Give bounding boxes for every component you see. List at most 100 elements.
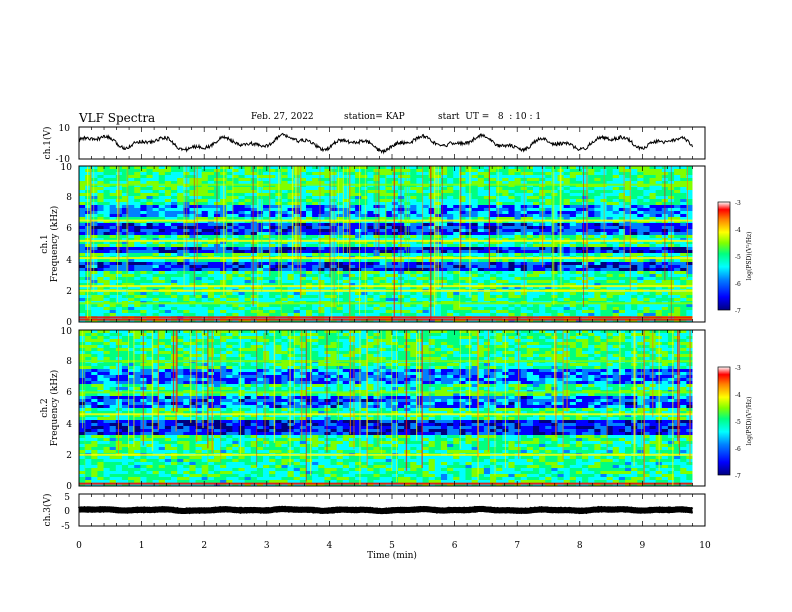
spectrogram-cell [385,304,393,308]
spectrogram-cell [686,223,693,227]
spectrogram-cell [305,307,313,311]
spectrogram-cell [269,223,276,227]
spectrogram-cell [348,262,356,266]
spectrogram-cell [453,169,460,173]
spectrogram-cell [465,190,473,194]
spectrogram-cell [158,262,166,266]
spectrogram-cell [643,235,650,239]
spectrogram-cell [471,208,479,212]
spectrogram-cell [471,211,479,215]
spectrogram-cell [287,217,295,221]
spectrogram-cell [661,286,669,290]
spectrogram-cell [140,202,147,206]
spectrogram-cell [299,232,307,236]
spectrogram-cell [477,265,485,269]
spectrogram-cell [269,277,276,281]
spectrogram-cell [631,190,638,194]
spectrogram-cell [324,295,331,299]
spectrogram-cell [649,217,657,221]
spectrogram-cell [171,199,178,203]
spectrogram-cell [563,277,571,281]
spectrogram-cell [336,310,344,314]
spectrogram-cell [177,262,184,266]
spectrogram-cell [336,280,344,284]
spectrogram-cell [618,280,626,284]
spectrogram-cell [355,238,362,242]
spectrogram-cell [373,280,380,284]
spectrogram-cell [631,199,638,203]
spectrogram-cell [440,265,448,269]
spectrogram-cell [189,262,196,266]
spectrogram-cell [582,298,589,302]
spectrogram-cell [490,205,497,209]
spectrogram-cell [379,310,387,314]
spectrogram-cell [146,250,154,254]
spectrogram-cell [85,205,92,209]
spectrogram-cell [158,292,166,296]
spectrogram-cell [238,271,246,275]
spectrogram-cell [109,220,117,224]
spectrogram-cell [226,214,233,218]
spectrogram-cell [201,304,209,308]
spectrogram-cell [502,247,509,251]
spectrogram-cell [385,262,393,266]
spectrogram-cell [600,265,607,269]
spectrogram-cell [305,247,313,251]
spectrogram-cell [226,298,233,302]
spectrogram-cell [330,196,338,200]
spectrogram-cell [324,172,331,176]
spectrogram-cell [686,292,693,296]
spectrogram-cell [643,268,650,272]
spectrogram-cell [177,268,184,272]
spectrogram-cell [416,190,423,194]
spectrogram-cell [532,187,540,191]
spectrogram-cell [563,205,571,209]
spectrogram-cell [177,250,184,254]
spectrogram-cell [416,307,423,311]
spectrogram-cell [195,280,203,284]
spectrogram-cell [152,244,160,248]
spectrogram-cell [250,304,258,308]
spectrogram-cell [348,199,356,203]
spectrogram-cell [631,271,638,275]
spectrogram-cell [545,226,552,230]
spectrogram-cell [680,190,687,194]
spectrogram-cell [545,304,552,308]
spectrogram-cell [281,181,288,185]
spectrogram-cell [305,271,313,275]
spectrogram-cell [158,196,166,200]
spectrogram-cell [588,259,595,263]
spectrogram-cell [514,271,522,275]
spectrogram-cell [490,304,497,308]
spectrogram-cell [686,241,693,245]
spectrogram-cell [631,283,638,287]
spectrogram-cell [171,295,178,299]
spectrogram-cell [213,274,221,278]
spectrogram-cell [373,196,380,200]
spectrogram-cell [471,235,479,239]
spectrogram-cell [171,166,178,170]
spectrogram-cell [526,265,534,269]
spectrogram-cell [97,286,104,290]
spectrogram-cell [655,298,663,302]
spectrogram-cell [103,253,111,257]
spectrogram-cell [263,208,270,212]
spectrogram-cell [404,247,411,251]
spectrogram-cell [213,280,221,284]
spectrogram-cell [109,190,117,194]
spectrogram-cell [232,244,239,248]
spectrogram-cell [152,199,160,203]
spectrogram-cell [85,223,92,227]
spectrogram-cell [526,274,534,278]
spectrogram-cell [483,211,491,215]
spectrogram-cell [201,250,209,254]
spectrogram-cell [477,307,485,311]
spectrogram-cell [336,259,344,263]
spectrogram-cell [171,259,178,263]
spectrogram-cell [269,229,276,233]
spectrogram-cell [508,295,515,299]
spectrogram-cell [563,247,571,251]
spectrogram-cell [256,172,264,176]
spectrogram-cell [674,244,681,248]
spectrogram-cell [250,298,258,302]
